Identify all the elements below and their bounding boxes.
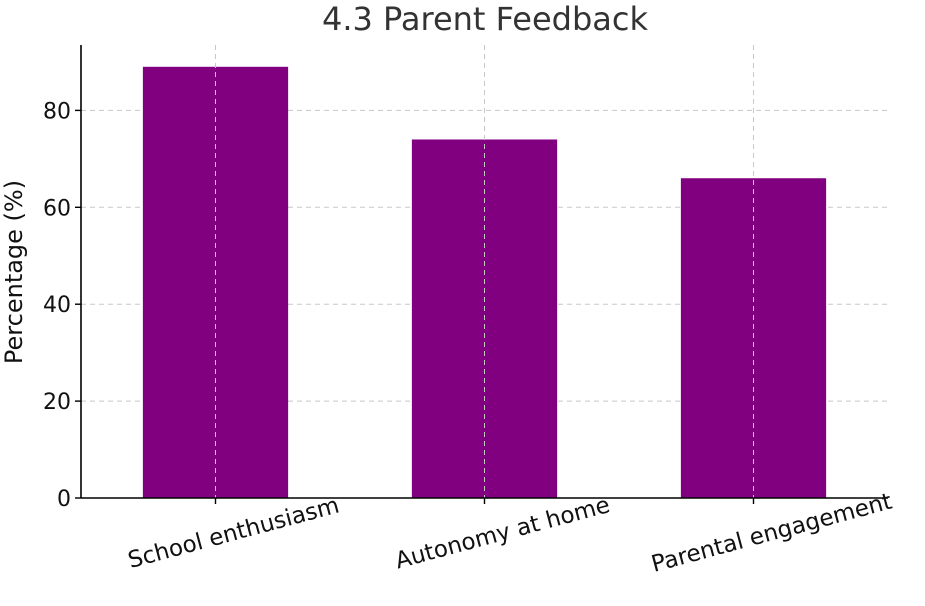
y-tick-label: 80 [43,99,71,124]
y-tick-label: 40 [43,293,71,318]
y-tick-label: 0 [57,487,71,512]
chart-title: 4.3 Parent Feedback [322,0,649,38]
vertical-grid-lines [215,45,754,498]
x-tick-label: Autonomy at home [393,492,613,574]
y-tick-label: 20 [43,390,71,415]
x-tick-labels: School enthusiasm Autonomy at home Parenta… [125,489,894,578]
x-tick-label: School enthusiasm [125,493,342,574]
y-ticks: 0 20 40 60 80 [43,99,81,512]
y-tick-label: 60 [43,196,71,221]
x-tick-label: Parental engagement [649,489,895,578]
y-axis-label: Percentage (%) [0,180,28,364]
